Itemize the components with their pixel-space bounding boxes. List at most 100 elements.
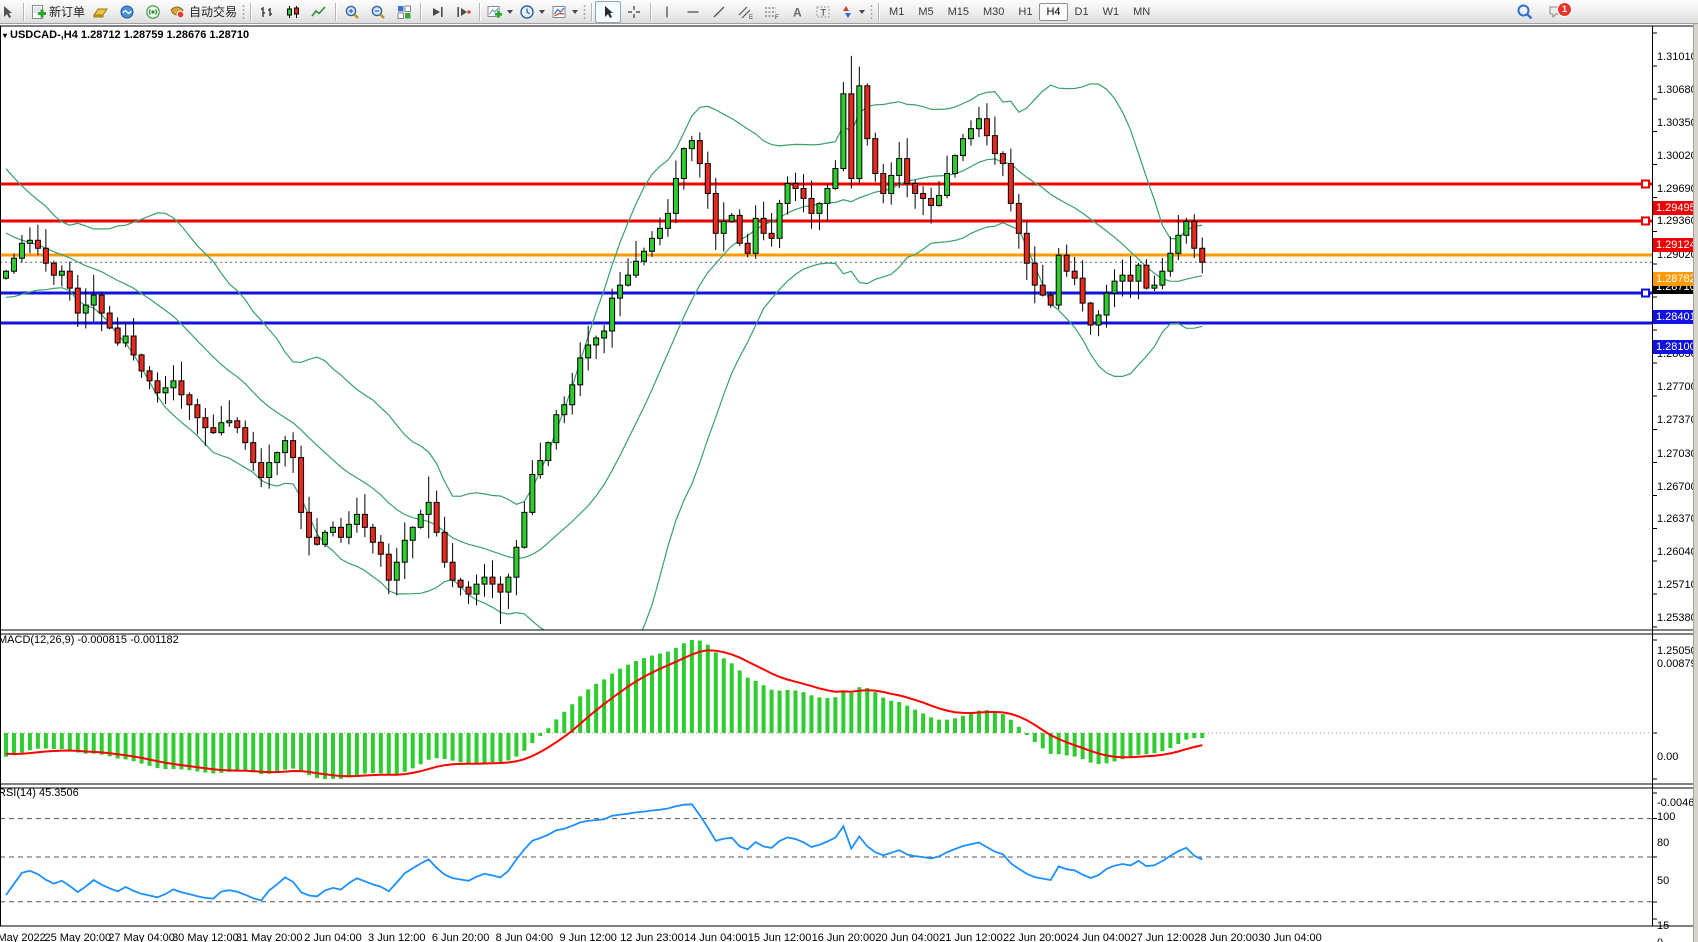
new-order-label: 新订单	[49, 5, 86, 19]
arrows-tool[interactable]	[836, 1, 868, 23]
rsi-indicator-label: RSI(14) 45.3506	[0, 787, 79, 799]
timeframe-button-mn[interactable]: MN	[1133, 5, 1151, 18]
tile-windows-button[interactable]	[391, 1, 417, 23]
rsi-axis-label: 15	[1657, 919, 1670, 932]
chart-shift-icon	[456, 6, 471, 17]
gold-bar-button[interactable]	[88, 1, 114, 23]
timeframe-button-w1[interactable]: W1	[1102, 5, 1120, 18]
price-axis-tick: 1.26370	[1657, 513, 1697, 526]
cursor-tool-button[interactable]	[595, 0, 622, 23]
horizontal-line-tool[interactable]	[680, 1, 706, 23]
macd-axis-label: -0.004601	[1657, 797, 1698, 809]
toolbar-separator	[420, 2, 422, 21]
price-axis-tick: 1.30020	[1657, 149, 1697, 162]
auto-trading-button[interactable]: 自动交易	[166, 1, 240, 23]
price-axis-tick: 1.29020	[1657, 249, 1697, 262]
new-chart-icon	[487, 5, 503, 18]
market-button[interactable]	[114, 1, 140, 23]
indicators-button[interactable]	[548, 1, 581, 23]
macd-indicator-label: MACD(12,26,9) -0.000815 -0.001182	[0, 634, 179, 646]
price-axis-tick: 1.25050	[1657, 645, 1697, 657]
time-axis-label: 2 Jun 04:00	[304, 932, 362, 942]
vertical-line-tool[interactable]	[654, 1, 680, 23]
timeframe-button-m15[interactable]: M15	[947, 5, 969, 18]
line-chart-icon	[311, 5, 326, 16]
toolbar-separator	[650, 2, 652, 21]
tile-windows-icon	[397, 5, 411, 19]
bar-chart-button[interactable]	[254, 1, 280, 23]
auto-scroll-button[interactable]	[424, 1, 450, 23]
time-axis-label: 12 Jun 23:00	[620, 932, 684, 942]
channel-icon: E	[738, 6, 753, 20]
price-axis-tick: 1.30350	[1657, 116, 1697, 129]
search-icon	[1517, 4, 1533, 19]
chart-window: ▾ USDCAD-,H4 1.28712 1.28759 1.28676 1.2…	[0, 24, 1698, 942]
svg-text:E: E	[749, 15, 753, 20]
hline-price-label[interactable]: 1.29124	[1653, 237, 1698, 252]
new-order-button[interactable]: 新订单	[27, 1, 88, 23]
time-axis-label: 9 Jun 12:00	[559, 932, 617, 942]
text-label-tool[interactable]: T	[810, 1, 836, 23]
signal-button[interactable]	[140, 1, 166, 23]
price-chart-canvas[interactable]	[0, 24, 1698, 942]
search-button[interactable]	[1512, 1, 1538, 23]
crosshair-tool-button[interactable]	[621, 1, 647, 23]
rsi-axis-label: 50	[1657, 875, 1670, 887]
period-button[interactable]	[516, 1, 548, 23]
line-chart-button[interactable]	[306, 1, 332, 23]
time-axis-label: 6 Jun 20:00	[431, 932, 490, 942]
rsi-axis-label: 0	[1657, 937, 1663, 942]
dropdown-caret-icon	[859, 9, 866, 14]
price-axis-tick: 1.30680	[1657, 83, 1697, 96]
clock-icon	[520, 4, 534, 19]
fibonacci-tool[interactable]: F	[758, 1, 784, 23]
price-axis-tick: 1.26700	[1657, 480, 1697, 493]
channel-tool[interactable]: E	[732, 1, 758, 23]
horizontal-line-icon	[687, 10, 699, 13]
toolbar-drag-handle[interactable]	[242, 3, 246, 20]
price-axis-tick: 1.29360	[1657, 215, 1697, 228]
time-axis-label: 31 May 20:00	[235, 932, 303, 942]
time-axis-label: 27 Jun 12:00	[1130, 932, 1195, 942]
time-axis-label: 25 May 20:00	[44, 932, 112, 942]
timeframe-button-h4[interactable]: H4	[1039, 2, 1068, 21]
hline-price-label[interactable]: 1.29495	[1653, 200, 1698, 215]
time-axis-label: 22 Jun 20:00	[1002, 932, 1067, 942]
new-chart-button[interactable]	[483, 1, 516, 23]
chart-shift-button[interactable]	[450, 1, 476, 23]
toolbar-drag-handle[interactable]	[583, 3, 587, 20]
price-axis-tick: 1.25710	[1657, 579, 1697, 592]
trendline-icon	[713, 6, 725, 17]
hline-price-label[interactable]: 1.28100	[1653, 340, 1698, 355]
toolbar-drag-handle[interactable]	[870, 3, 874, 20]
candlestick-button[interactable]	[280, 1, 306, 23]
timeframe-button-m30[interactable]: M30	[983, 5, 1005, 18]
rsi-axis-label: 80	[1657, 836, 1670, 849]
svg-text:T: T	[820, 7, 826, 17]
price-axis-tick: 1.27370	[1657, 413, 1697, 426]
timeframe-button-m5[interactable]: M5	[918, 5, 934, 18]
timeframe-button-m1[interactable]: M1	[889, 5, 905, 18]
hline-price-label[interactable]: 1.28782	[1653, 272, 1698, 287]
hline-price-label[interactable]: 1.28401	[1653, 310, 1698, 325]
price-axis-tick: 1.31010	[1657, 51, 1697, 63]
text-tool[interactable]: A	[784, 1, 810, 23]
timeframe-button-h1[interactable]: H1	[1018, 5, 1033, 18]
toolbar-separator	[335, 2, 337, 21]
zoom-out-button[interactable]	[365, 1, 391, 23]
fibonacci-icon: F	[764, 7, 779, 20]
timeframe-button-d1[interactable]: D1	[1074, 5, 1089, 18]
trendline-tool[interactable]	[706, 1, 732, 23]
autotrade-icon	[170, 6, 185, 18]
price-axis-tick: 1.27700	[1657, 380, 1697, 393]
price-axis-tick: 1.26040	[1657, 546, 1697, 559]
notification-button[interactable]: 1	[1544, 1, 1572, 23]
window-menu-marker[interactable]: ▾	[3, 30, 8, 40]
zoom-in-button[interactable]	[339, 1, 365, 23]
toolbar-right-icons: 1	[1512, 0, 1572, 23]
price-axis-tick: 1.25380	[1657, 612, 1697, 625]
dropdown-caret-icon	[539, 9, 546, 14]
time-axis-label: 3 Jun 12:00	[368, 932, 426, 942]
auto-trading-label: 自动交易	[189, 5, 238, 19]
